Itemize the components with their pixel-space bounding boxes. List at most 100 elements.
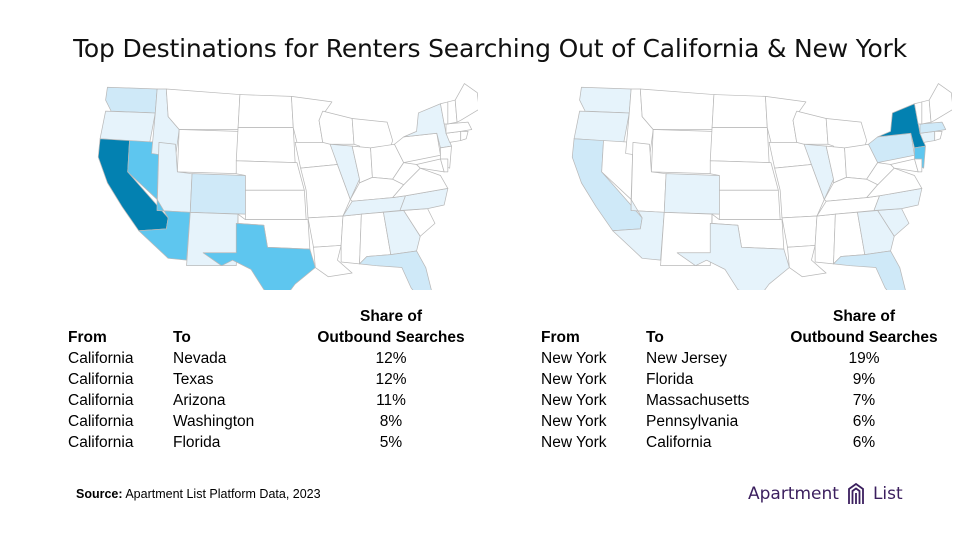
table-row: California Arizona 11%: [68, 390, 471, 411]
state-nm: [186, 211, 239, 267]
table-row: New York Florida 9%: [541, 369, 944, 390]
state-sd: [709, 127, 770, 164]
table-new-york: From To Share of Outbound Searches New Y…: [541, 306, 944, 453]
header-from: From: [68, 329, 107, 346]
state-ms: [340, 213, 362, 265]
state-mt: [165, 88, 241, 130]
cell-to: Washington: [173, 413, 255, 430]
state-or: [99, 110, 156, 143]
state-ms: [814, 213, 836, 265]
cell-share: 12%: [375, 350, 407, 367]
state-me: [454, 83, 478, 123]
source-text: Apartment List Platform Data, 2023: [125, 487, 321, 501]
state-ri: [934, 130, 943, 141]
state-de: [914, 158, 923, 173]
cell-from: New York: [541, 350, 607, 367]
state-wy: [650, 129, 713, 175]
cell-to: Florida: [173, 434, 221, 451]
cell-share: 7%: [852, 392, 876, 409]
state-ne: [709, 160, 779, 191]
header-from: From: [541, 329, 580, 346]
cell-from: New York: [541, 392, 607, 409]
cell-from: New York: [541, 413, 607, 430]
cell-from: New York: [541, 434, 607, 451]
cell-from: New York: [541, 371, 607, 388]
state-ar: [307, 215, 344, 248]
state-nm: [660, 211, 713, 267]
table-row: California Texas 12%: [68, 369, 471, 390]
table-row: New York New Jersey 19%: [541, 348, 944, 369]
map-california-origin: [78, 78, 478, 290]
state-tx: [202, 222, 316, 290]
logo-word-list: List: [872, 484, 903, 504]
cell-from: California: [68, 434, 134, 451]
state-co: [663, 173, 720, 215]
cell-to: New Jersey: [646, 350, 727, 367]
apartment-list-logo-icon: [848, 482, 864, 504]
header-share-line1: Share of: [832, 308, 895, 325]
cell-share: 5%: [379, 434, 403, 451]
cell-share: 11%: [376, 392, 406, 409]
state-nd: [711, 94, 768, 129]
state-il: [329, 143, 360, 200]
cell-share: 12%: [375, 371, 407, 388]
cell-to: Massachusetts: [646, 392, 750, 409]
cell-to: Arizona: [173, 392, 226, 409]
cell-share: 9%: [852, 371, 876, 388]
state-fl: [359, 250, 432, 290]
chart-title: Top Destinations for Renters Searching O…: [73, 34, 907, 63]
state-de: [440, 158, 449, 173]
state-ks: [245, 189, 307, 221]
table-row: California Nevada 12%: [68, 348, 471, 369]
state-wa: [579, 86, 632, 114]
cell-from: California: [68, 371, 134, 388]
state-wy: [176, 129, 239, 175]
state-ar: [781, 215, 818, 248]
cell-to: Pennsylvania: [646, 413, 739, 430]
cell-from: California: [68, 350, 134, 367]
cell-from: California: [68, 413, 134, 430]
table-row: California Washington 8%: [68, 411, 471, 432]
state-wi: [792, 110, 829, 145]
state-tx: [676, 222, 790, 290]
us-map-california: [97, 83, 478, 290]
cell-to: Nevada: [173, 350, 227, 367]
state-co: [189, 173, 246, 215]
state-mt: [639, 88, 715, 130]
cell-share: 8%: [379, 413, 403, 430]
header-share-line1: Share of: [359, 308, 422, 325]
header-to: To: [646, 329, 664, 346]
state-wa: [105, 86, 158, 114]
apartment-list-logo: Apartment List: [748, 482, 903, 506]
map-new-york-origin: [552, 78, 952, 290]
source-note: Source: Apartment List Platform Data, 20…: [76, 487, 321, 501]
us-map-new-york: [571, 83, 952, 290]
state-nc: [873, 188, 923, 211]
cell-to: California: [646, 434, 712, 451]
state-wi: [318, 110, 355, 145]
cell-share: 6%: [852, 434, 876, 451]
cell-share: 6%: [852, 413, 876, 430]
table-row: New York Massachusetts 7%: [541, 390, 944, 411]
header-share-line2: Outbound Searches: [790, 329, 938, 346]
source-label: Source:: [76, 487, 123, 501]
state-il: [803, 143, 834, 200]
state-ri: [460, 130, 469, 141]
table-california: From To Share of Outbound Searches Calif…: [68, 306, 471, 453]
state-or: [573, 110, 630, 143]
state-pa: [868, 132, 915, 164]
state-az: [138, 199, 191, 261]
state-az: [612, 199, 665, 261]
cell-to: Texas: [173, 371, 214, 388]
cell-from: California: [68, 392, 134, 409]
logo-word-apartment: Apartment: [748, 484, 839, 504]
table-row: New York Pennsylvania 6%: [541, 411, 944, 432]
state-sd: [235, 127, 296, 164]
cell-share: 19%: [848, 350, 880, 367]
header-share: Share of Outbound Searches: [784, 306, 944, 348]
header-share-line2: Outbound Searches: [317, 329, 465, 346]
state-pa: [394, 132, 441, 164]
state-fl: [833, 250, 906, 290]
state-nc: [399, 188, 449, 211]
state-ma: [919, 121, 947, 134]
